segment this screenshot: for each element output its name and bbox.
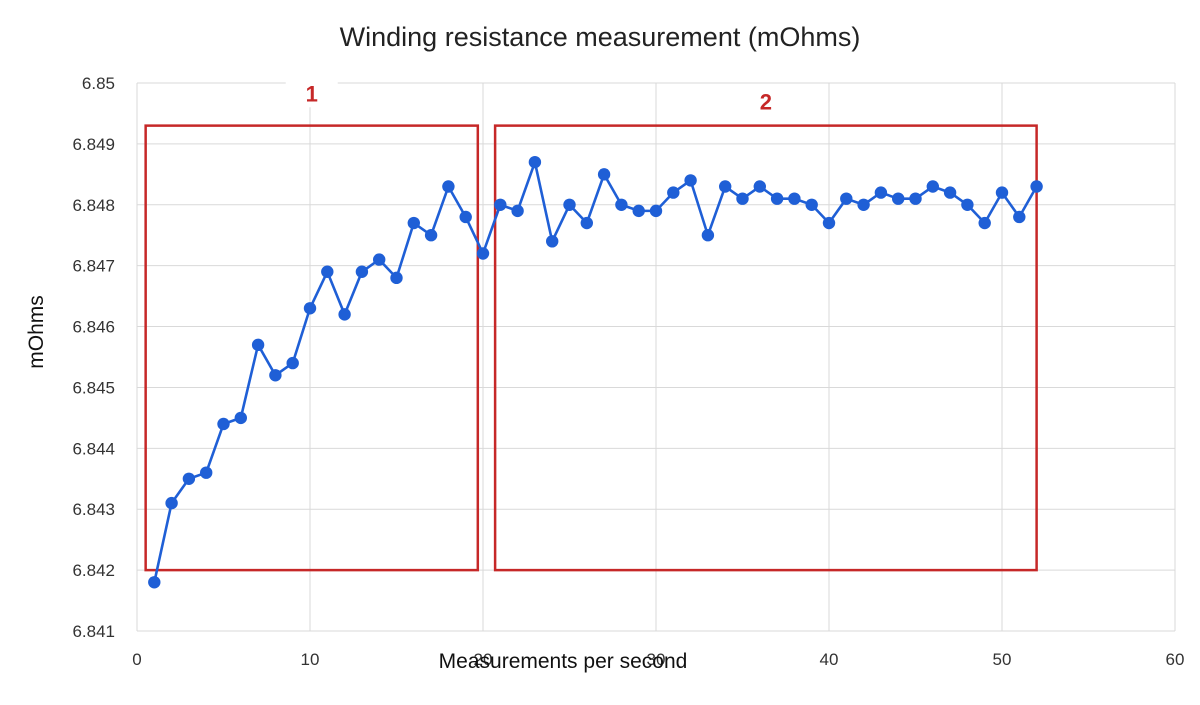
chart-title: Winding resistance measurement (mOhms)	[340, 22, 861, 52]
annotation-label-backing	[285, 79, 338, 108]
y-tick-label: 6.841	[72, 622, 115, 641]
data-point	[961, 198, 974, 211]
annotation-label-2: 2	[760, 90, 772, 115]
data-point	[943, 186, 957, 199]
x-axis-title: Measurements per second	[439, 650, 688, 673]
y-tick-label: 6.845	[72, 378, 115, 397]
x-tick-label: 20	[474, 650, 493, 669]
data-point	[165, 496, 178, 510]
data-point	[338, 308, 351, 321]
data-point	[303, 302, 317, 315]
data-point	[200, 466, 213, 479]
data-point	[649, 204, 663, 218]
data-point	[251, 338, 265, 352]
data-point	[528, 155, 542, 169]
data-point	[373, 253, 386, 266]
data-point	[148, 576, 161, 589]
y-axis-title: mOhms	[25, 295, 48, 369]
series-line	[153, 160, 1038, 583]
data-point	[719, 180, 732, 193]
data-point	[286, 356, 299, 370]
y-tick-label: 6.85	[82, 74, 115, 93]
y-tick-label: 6.849	[72, 135, 115, 154]
data-point	[1030, 180, 1043, 193]
x-tick-label: 50	[993, 650, 1012, 669]
annotation-label-1: 1	[306, 81, 318, 106]
y-tick-label: 6.843	[72, 500, 115, 519]
data-point	[632, 204, 645, 218]
data-point	[684, 174, 697, 187]
annotation-label-backing	[739, 87, 792, 116]
data-point	[926, 180, 939, 193]
data-point	[978, 216, 991, 230]
data-point	[459, 210, 472, 224]
y-tick-label: 6.842	[72, 561, 115, 580]
y-tick-label: 6.847	[72, 257, 115, 276]
axis-layer: 6.841 6.842 6.843 6.844 6.845 6.846 6.847 6.848…	[72, 74, 1184, 669]
grid-layer	[136, 82, 1176, 632]
data-point	[805, 198, 818, 211]
data-point	[753, 180, 766, 193]
data-point	[701, 229, 715, 242]
x-tick-label: 60	[1166, 650, 1185, 669]
data-point	[217, 417, 230, 431]
data-point	[234, 411, 247, 425]
data-point	[182, 472, 196, 485]
annotation-box-2	[493, 124, 1038, 572]
x-tick-label: 10	[301, 650, 320, 669]
data-point	[995, 186, 1009, 199]
data-point	[442, 180, 455, 193]
data-point	[667, 186, 680, 199]
data-point	[580, 216, 593, 230]
data-point	[840, 192, 853, 205]
data-point	[390, 271, 403, 285]
data-point	[909, 192, 922, 205]
data-point	[563, 198, 576, 211]
data-point	[857, 198, 870, 211]
data-point	[407, 216, 420, 230]
y-tick-label: 6.846	[72, 318, 115, 337]
x-tick-label: 30	[647, 650, 666, 669]
data-point	[355, 265, 369, 278]
data-point	[546, 235, 559, 248]
data-point	[770, 192, 784, 205]
series-layer	[148, 155, 1043, 589]
y-tick-label: 6.844	[72, 439, 115, 458]
data-point	[321, 265, 334, 278]
data-point	[892, 192, 905, 205]
data-point	[476, 247, 490, 260]
x-tick-label: 0	[132, 650, 141, 669]
data-point	[597, 168, 611, 181]
data-point	[511, 204, 524, 218]
data-point	[736, 192, 749, 205]
data-point	[822, 216, 836, 230]
data-point	[424, 229, 438, 242]
data-point	[1013, 210, 1026, 224]
annotation-box-1	[144, 124, 480, 572]
x-tick-label: 40	[820, 650, 839, 669]
data-point	[615, 198, 628, 211]
data-point	[874, 186, 888, 199]
data-point	[269, 369, 282, 382]
y-tick-label: 6.848	[72, 196, 115, 215]
data-point	[494, 198, 507, 211]
data-point	[788, 192, 801, 205]
